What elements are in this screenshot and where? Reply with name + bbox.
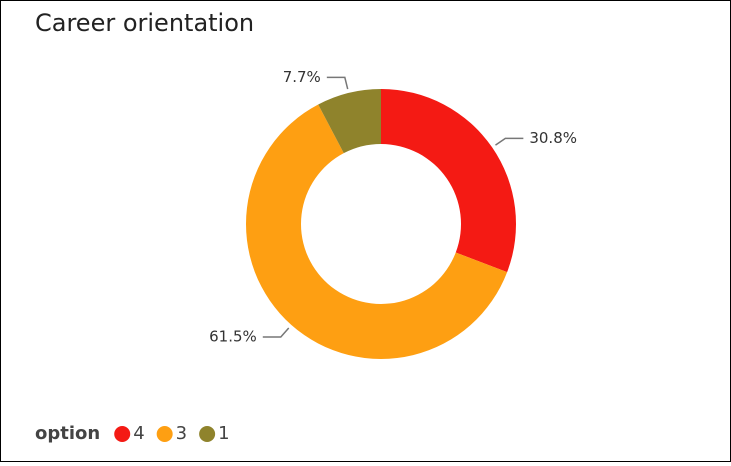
legend-label: 1 [218,423,229,444]
data-label: 30.8% [529,129,577,147]
legend-marker [156,426,173,442]
leader-line [495,137,524,146]
legend-label: 3 [176,423,187,444]
leader-line [326,76,349,90]
legend-marker [114,426,131,442]
data-label: 61.5% [209,327,257,345]
donut-slice [381,89,516,273]
donut-slice [318,89,381,154]
leader-line [262,327,290,338]
data-label: 7.7% [283,68,321,86]
chart-title: Career orientation [35,9,254,37]
donut-slice [245,104,508,359]
legend-marker [199,426,216,442]
legend-title: option [35,423,100,444]
legend-label: 4 [133,423,144,444]
